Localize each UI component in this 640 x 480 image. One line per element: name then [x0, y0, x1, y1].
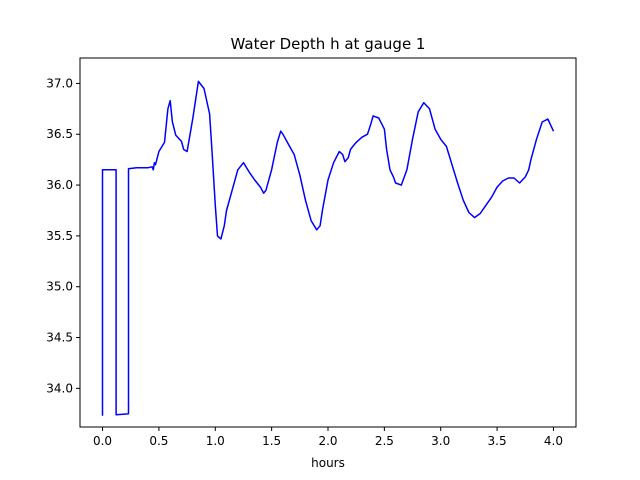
x-tick-label: 4.0	[544, 434, 563, 448]
x-tick-label: 1.0	[206, 434, 225, 448]
y-tick-label: 34.5	[46, 331, 73, 345]
x-tick-label: 2.0	[318, 434, 337, 448]
x-tick-label: 3.5	[488, 434, 507, 448]
y-tick-label: 37.0	[46, 76, 73, 90]
x-axis-ticks: 0.0 0.5 1.0 1.5 2.0 2.5 3.0 3.5 4.0	[93, 427, 563, 448]
y-tick-label: 36.5	[46, 127, 73, 141]
series-line	[101, 80, 555, 416]
x-tick-label: 2.5	[375, 434, 394, 448]
series-layer	[101, 80, 555, 416]
y-axis-ticks: 34.0 34.5 35.0 35.5 36.0 36.5 37.0	[46, 76, 80, 395]
x-tick-label: 3.0	[431, 434, 450, 448]
y-tick-label: 35.0	[46, 280, 73, 294]
x-tick-label: 0.5	[149, 434, 168, 448]
x-tick-label: 0.0	[93, 434, 112, 448]
y-tick-label: 36.0	[46, 178, 73, 192]
x-tick-label: 1.5	[262, 434, 281, 448]
y-tick-label: 35.5	[46, 229, 73, 243]
x-axis-label: hours	[311, 456, 345, 470]
chart-title: Water Depth h at gauge 1	[231, 35, 426, 53]
y-tick-label: 34.0	[46, 381, 73, 395]
plot-frame	[79, 57, 577, 428]
